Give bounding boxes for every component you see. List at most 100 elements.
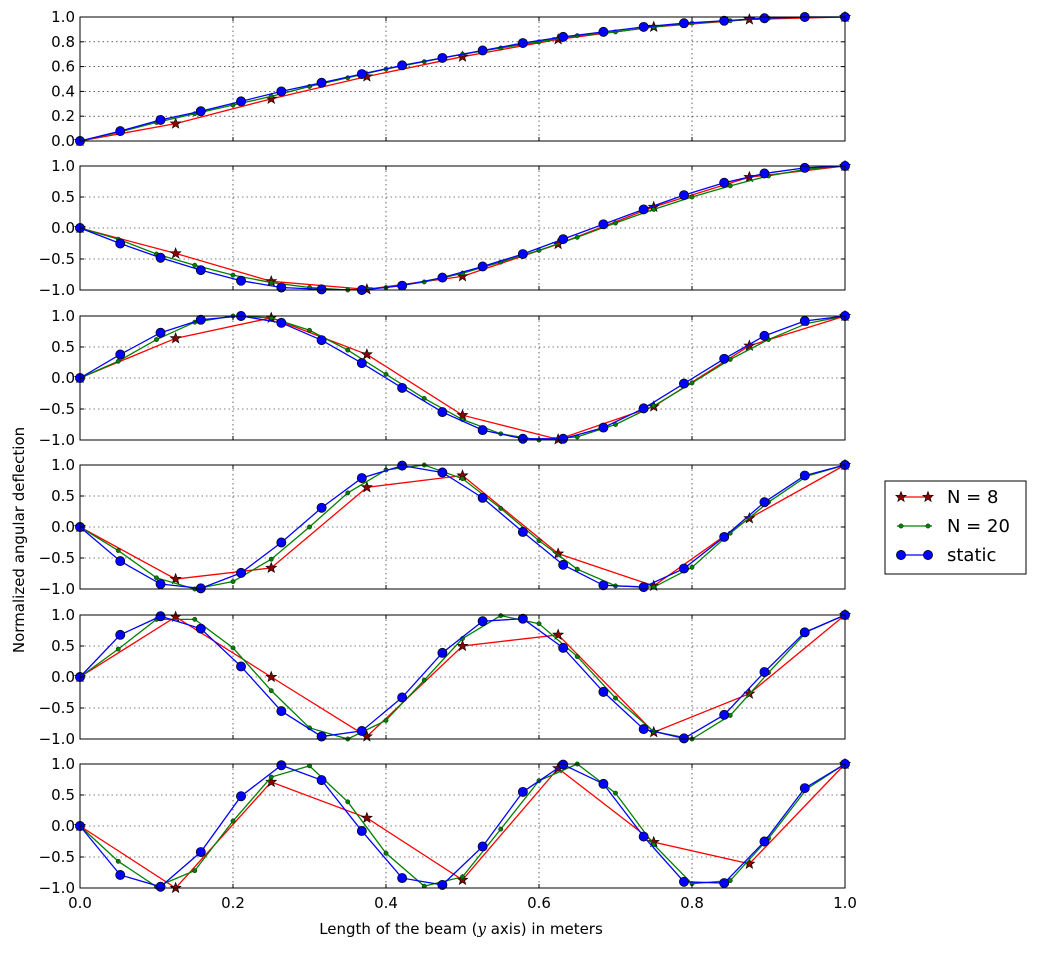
y-tick-label: 0.5 bbox=[51, 338, 75, 356]
series-line-static bbox=[79, 614, 846, 740]
x-axis-label-prefix: Length of the beam ( bbox=[319, 920, 477, 938]
data-point-static bbox=[477, 492, 488, 503]
data-point-static bbox=[719, 15, 730, 26]
data-point-static bbox=[558, 31, 569, 42]
data-point-static bbox=[437, 52, 448, 63]
data-point-static bbox=[799, 470, 810, 481]
data-point-n-20 bbox=[345, 347, 351, 353]
y-tick-label: 0.5 bbox=[51, 487, 75, 505]
data-point-static bbox=[236, 96, 246, 107]
legend-entries: N = 8 N = 20 static bbox=[894, 487, 1010, 566]
data-point-n-20 bbox=[613, 695, 618, 701]
y-tick-label: 0.0 bbox=[51, 817, 75, 835]
panels-layer: 0.00.20.40.60.81.0−1.0−0.50.00.51.0−1.0−… bbox=[39, 8, 857, 912]
y-tick-label: 1.0 bbox=[51, 157, 75, 175]
data-point-n-20 bbox=[536, 538, 542, 544]
data-point-n-20 bbox=[651, 403, 657, 409]
data-point-static bbox=[477, 261, 488, 272]
x-axis-label-suffix: axis) in meters bbox=[486, 920, 603, 938]
data-point-static bbox=[517, 249, 528, 259]
data-point-static bbox=[598, 580, 609, 591]
series-line-static bbox=[79, 16, 845, 142]
data-point-n-20 bbox=[115, 646, 121, 652]
data-point-static bbox=[155, 327, 166, 338]
y-tick-label: 0.5 bbox=[51, 786, 75, 804]
axes-frame bbox=[79, 16, 846, 142]
data-point-n-8 bbox=[265, 670, 278, 683]
data-point-static bbox=[356, 473, 367, 483]
y-tick-label: −1.0 bbox=[39, 730, 75, 748]
data-point-n-20 bbox=[574, 654, 580, 659]
legend-label: static bbox=[947, 545, 996, 566]
data-point-n-20 bbox=[421, 677, 427, 683]
data-point-static bbox=[759, 330, 770, 341]
data-point-n-20 bbox=[689, 194, 695, 200]
data-point-static bbox=[477, 45, 488, 56]
data-point-n-8 bbox=[169, 572, 182, 585]
data-point-static bbox=[679, 563, 689, 574]
data-point-n-20 bbox=[268, 688, 274, 694]
y-tick-label: −1.0 bbox=[39, 281, 75, 299]
data-point-static bbox=[719, 878, 730, 888]
data-point-static bbox=[759, 497, 770, 508]
legend-label: N = 8 bbox=[947, 487, 998, 508]
y-tick-label: 0.0 bbox=[51, 369, 75, 387]
data-point-n-20 bbox=[307, 524, 312, 530]
data-point-n-20 bbox=[230, 272, 236, 278]
y-tick-label: 0.5 bbox=[51, 188, 75, 206]
y-tick-label: 1.0 bbox=[51, 606, 75, 624]
panel-mode-4: −1.0 −0.5 0.0 0.5 1.0 bbox=[39, 456, 851, 598]
data-point-static bbox=[397, 873, 408, 884]
data-point-n-8 bbox=[360, 811, 373, 824]
data-point-static bbox=[195, 847, 206, 857]
data-point-static bbox=[236, 791, 246, 802]
y-tick-label: 0.0 bbox=[51, 668, 75, 686]
data-point-static bbox=[437, 647, 448, 658]
y-tick-label: −0.5 bbox=[39, 250, 75, 268]
data-point-n-20 bbox=[192, 868, 198, 874]
data-point-static bbox=[115, 349, 126, 360]
data-point-n-20 bbox=[268, 556, 274, 562]
data-point-static bbox=[598, 422, 609, 433]
legend-marker bbox=[921, 490, 935, 503]
data-point-static bbox=[598, 26, 609, 37]
data-point-static bbox=[236, 567, 246, 578]
data-point-static bbox=[397, 460, 408, 471]
x-tick-label: 0.6 bbox=[527, 894, 551, 912]
panel-mode-5: −1.0 −0.5 0.0 0.5 1.0 bbox=[39, 606, 851, 748]
data-point-static bbox=[356, 69, 367, 79]
data-point-n-20 bbox=[460, 874, 465, 880]
data-point-static bbox=[316, 731, 327, 742]
data-point-n-20 bbox=[383, 371, 389, 377]
data-point-static bbox=[799, 316, 810, 326]
series-group bbox=[74, 459, 851, 594]
data-point-static bbox=[477, 841, 488, 852]
data-point-static bbox=[115, 126, 126, 137]
y-tick-label: 0.0 bbox=[51, 132, 75, 150]
data-point-static bbox=[558, 433, 569, 444]
legend-marker bbox=[898, 523, 904, 529]
data-point-n-8 bbox=[743, 339, 756, 351]
data-point-n-8 bbox=[360, 480, 373, 493]
data-point-n-20 bbox=[345, 799, 351, 805]
legend-marker bbox=[894, 490, 908, 503]
y-tick-label: −1.0 bbox=[39, 879, 75, 897]
data-point-static bbox=[356, 358, 367, 369]
data-point-static bbox=[437, 272, 448, 283]
data-point-static bbox=[316, 335, 327, 346]
data-point-n-20 bbox=[574, 234, 580, 240]
panel-mode-1: 0.0 0.2 0.4 0.6 0.8 1.0 bbox=[51, 8, 851, 150]
data-point-n-20 bbox=[115, 548, 121, 553]
data-point-n-20 bbox=[115, 358, 121, 364]
x-tick-label: 0.0 bbox=[68, 894, 92, 912]
y-tick-label: 0.5 bbox=[51, 637, 75, 655]
y-tick-label: −0.5 bbox=[39, 848, 75, 866]
data-point-static bbox=[517, 433, 528, 444]
data-point-static bbox=[115, 870, 126, 880]
data-point-static bbox=[517, 786, 528, 797]
x-tick-label: 0.2 bbox=[221, 894, 245, 912]
data-point-static bbox=[276, 317, 287, 328]
y-tick-label: 0.8 bbox=[51, 33, 75, 51]
